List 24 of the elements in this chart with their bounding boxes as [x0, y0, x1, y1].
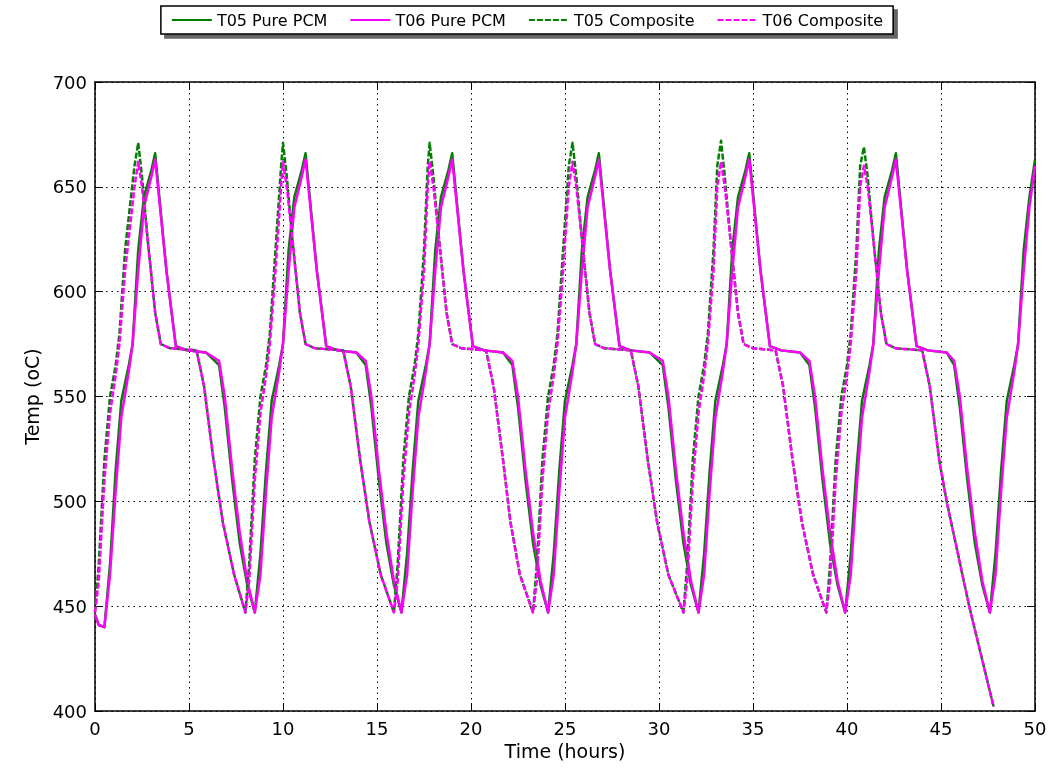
y-tick-label: 700	[52, 71, 87, 93]
x-tick-label: 0	[89, 717, 101, 739]
x-tick-label: 35	[741, 717, 765, 739]
y-tick-label: 600	[52, 281, 87, 303]
y-axis-title: Temp (oC)	[21, 348, 44, 446]
y-tick-label: 450	[52, 595, 87, 617]
legend-label: T06 Pure PCM	[394, 10, 506, 30]
y-tick-label: 650	[52, 176, 87, 198]
x-tick-label: 30	[647, 717, 671, 739]
x-tick-label: 15	[365, 717, 389, 739]
y-tick-label: 550	[52, 386, 87, 407]
x-tick-label: 50	[1023, 717, 1047, 739]
x-tick-label: 5	[183, 717, 195, 739]
legend-label: T05 Composite	[572, 10, 695, 30]
legend-label: T05 Pure PCM	[215, 10, 328, 30]
x-tick-label: 20	[459, 717, 483, 739]
legend-label: T06 Composite	[761, 10, 884, 30]
x-tick-label: 10	[271, 717, 295, 739]
x-tick-label: 40	[835, 717, 859, 739]
x-axis-title: Time (hours)	[503, 740, 626, 763]
x-tick-label: 25	[553, 717, 577, 739]
x-tick-label: 45	[929, 717, 953, 739]
y-tick-label: 400	[52, 700, 87, 722]
y-tick-label: 500	[52, 490, 87, 512]
